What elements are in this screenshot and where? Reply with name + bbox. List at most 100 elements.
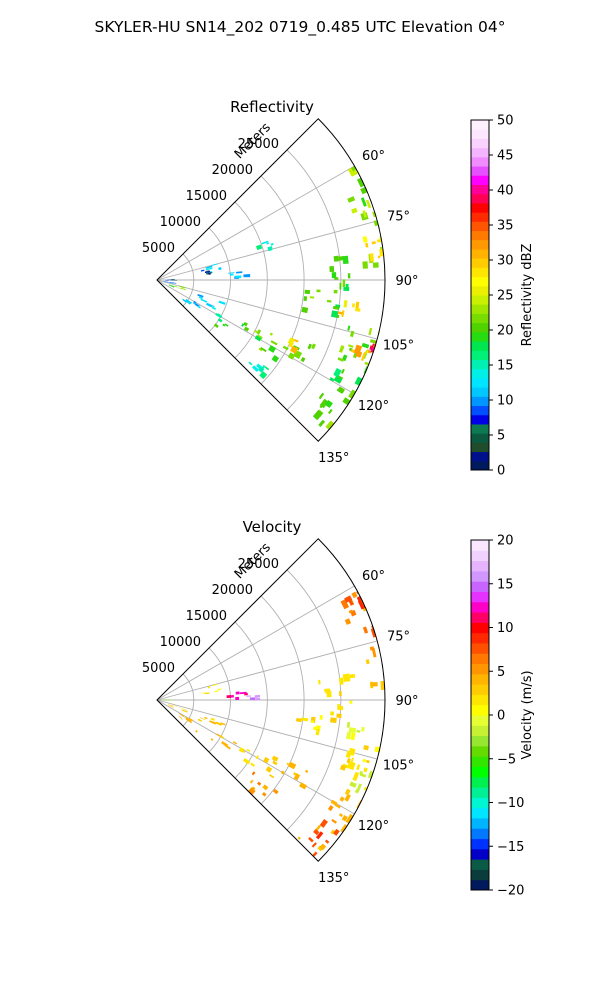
echo-cell xyxy=(305,290,311,294)
colorbar-swatch xyxy=(471,295,489,305)
colorbar-tick-label: 35 xyxy=(497,219,514,234)
echo-cell xyxy=(218,267,221,270)
echo-cell xyxy=(283,346,289,351)
echo-cell xyxy=(328,409,333,414)
angle-tick-label: 90° xyxy=(395,274,418,289)
colorbar-swatch xyxy=(471,194,489,204)
echo-cell xyxy=(366,760,370,763)
echo-cell xyxy=(305,770,308,773)
echo-cell xyxy=(209,720,216,724)
echo-cell xyxy=(351,733,356,741)
echo-cell xyxy=(253,698,255,701)
colorbar-swatch xyxy=(471,643,489,654)
echo-cell xyxy=(311,343,316,349)
colorbar-swatch xyxy=(471,148,489,158)
echo-cell xyxy=(342,256,348,264)
colorbar-swatch xyxy=(471,859,489,870)
echo-cell xyxy=(195,730,198,733)
echo-cell xyxy=(243,758,250,764)
echo-cell xyxy=(339,691,342,696)
echo-cell xyxy=(344,794,350,802)
echo-cell xyxy=(330,717,337,723)
echo-cell xyxy=(337,704,340,707)
echo-cell xyxy=(272,355,279,362)
echo-cell xyxy=(331,310,338,317)
angle-tick-label: 75° xyxy=(387,209,410,224)
echo-cell xyxy=(212,263,218,266)
colorbar-tick-label: 50 xyxy=(497,114,514,129)
echo-cell xyxy=(339,345,345,353)
echo-cell xyxy=(179,286,185,288)
radial-tick-label: 5000 xyxy=(142,661,175,676)
colorbar-tick-label: 20 xyxy=(497,534,514,549)
echo-cell xyxy=(301,357,306,362)
echo-cell xyxy=(342,397,350,405)
colorbar-tick-label: 20 xyxy=(497,324,514,339)
echo-cell xyxy=(226,695,231,698)
echo-cell xyxy=(372,241,376,244)
echo-cell xyxy=(266,766,273,773)
colorbar-swatch xyxy=(471,433,489,443)
echo-cell xyxy=(270,333,273,336)
echo-cell xyxy=(181,288,186,290)
radial-tick-label: 20000 xyxy=(212,163,253,178)
figure-title: SKYLER-HU SN14_202 0719_0.485 UTC Elevat… xyxy=(95,18,506,37)
colorbar-swatch xyxy=(471,633,489,644)
echo-cell xyxy=(250,780,254,784)
colorbar-swatch xyxy=(471,787,489,798)
echo-cell xyxy=(211,738,214,741)
echo-cell xyxy=(228,272,234,273)
colorbar-swatch xyxy=(471,808,489,819)
colorbar-swatch xyxy=(471,622,489,633)
colorbar-swatch xyxy=(471,571,489,582)
colorbar-swatch xyxy=(471,550,489,561)
echo-cell xyxy=(271,243,274,246)
colorbar-swatch xyxy=(471,267,489,277)
colorbar-swatch xyxy=(471,591,489,602)
echo-cell xyxy=(301,307,308,313)
angle-tick-label: 105° xyxy=(383,759,414,774)
colorbar-swatch xyxy=(471,664,489,675)
echo-cell xyxy=(325,840,329,844)
echo-cell xyxy=(272,756,279,762)
colorbar-swatch xyxy=(471,378,489,388)
echo-cell xyxy=(262,792,267,797)
echo-cell xyxy=(356,730,360,733)
echo-cell xyxy=(362,759,366,763)
colorbar-swatch xyxy=(471,818,489,829)
colorbar-swatch xyxy=(471,359,489,369)
colorbar-swatch xyxy=(471,138,489,148)
echo-cell xyxy=(246,695,251,696)
colorbar-tick-label: 0 xyxy=(497,709,505,724)
echo-cell xyxy=(256,244,262,250)
colorbar-swatch xyxy=(471,561,489,572)
colorbar-swatch xyxy=(471,286,489,296)
colorbar-swatch xyxy=(471,725,489,736)
echo-cell xyxy=(343,287,349,291)
echo-cell xyxy=(267,246,272,250)
echo-cell xyxy=(298,837,301,840)
echo-cell xyxy=(343,279,346,287)
echo-cell xyxy=(259,371,267,379)
echo-cell xyxy=(243,322,248,326)
echo-cell xyxy=(349,727,357,733)
echo-cell xyxy=(215,722,222,726)
colorbar-swatch xyxy=(471,880,489,891)
echo-cell xyxy=(334,290,338,294)
echo-cell xyxy=(307,344,311,350)
echo-cell xyxy=(347,326,350,331)
colorbar-swatch xyxy=(471,258,489,268)
echo-cell xyxy=(348,344,354,348)
echo-cell xyxy=(380,681,384,690)
colorbar-tick-label: 45 xyxy=(497,149,514,164)
echo-cell xyxy=(329,266,334,272)
echo-cell xyxy=(211,718,215,721)
echo-cell xyxy=(318,680,321,685)
echo-cell xyxy=(338,311,343,314)
colorbar-swatch xyxy=(471,396,489,406)
echo-cell xyxy=(181,709,187,712)
echo-cell xyxy=(219,301,226,305)
